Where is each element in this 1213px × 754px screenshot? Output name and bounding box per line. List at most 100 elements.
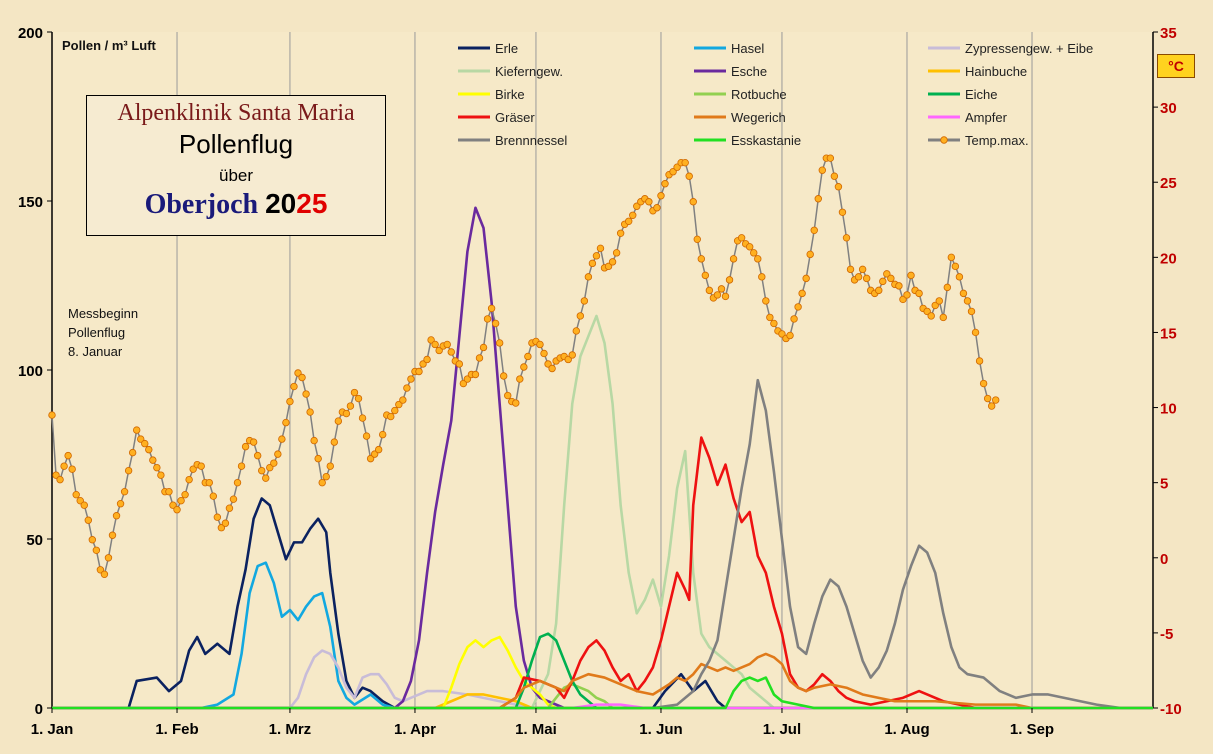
- temperature-point: [596, 244, 605, 253]
- temperature-point: [435, 346, 443, 355]
- temperature-point: [673, 163, 681, 171]
- series-line-brennnessel: [52, 378, 1153, 710]
- temperature-point: [697, 255, 706, 263]
- temperature-point: [915, 289, 923, 298]
- temperature-point: [237, 462, 246, 470]
- temperature-point: [971, 328, 980, 337]
- temperature-point: [213, 513, 222, 521]
- temperature-point: [834, 183, 843, 191]
- temperature-point: [298, 373, 306, 382]
- title-ueber: über: [218, 166, 254, 185]
- temperature-point: [189, 465, 197, 473]
- temperature-point: [205, 478, 213, 487]
- temperature-point: [629, 211, 637, 219]
- legend-label: Zypressengew. + Eibe: [965, 41, 1093, 56]
- x-tick-label: 1. Jan: [31, 721, 74, 738]
- temperature-point: [209, 492, 218, 500]
- temperature-point: [491, 319, 500, 328]
- temperature-point: [786, 331, 794, 340]
- temperature-point: [802, 274, 810, 283]
- temperature-point: [931, 301, 939, 310]
- temperature-point: [72, 490, 80, 499]
- temperature-point: [48, 411, 56, 419]
- temperature-point: [846, 265, 855, 274]
- temperature-point: [165, 487, 173, 496]
- series-line-gräser: [52, 436, 1153, 710]
- temperature-point: [84, 516, 92, 524]
- legend-label: Esskastanie: [731, 133, 801, 148]
- temperature-point: [258, 466, 266, 475]
- temperature-point: [447, 348, 455, 356]
- temperature-point: [326, 462, 334, 470]
- temperature-point: [879, 277, 887, 286]
- temperature-point: [516, 375, 524, 383]
- temperature-point: [790, 315, 798, 323]
- temperature-point: [132, 426, 141, 434]
- temperature-point: [459, 379, 468, 388]
- right-tick-label: -5: [1160, 626, 1173, 643]
- temperature-point: [387, 412, 395, 421]
- legend-marker: [940, 136, 948, 144]
- temperature-point: [96, 566, 105, 574]
- temperature-point: [903, 291, 911, 299]
- temperature-point: [302, 390, 310, 398]
- temperature-point: [221, 519, 230, 527]
- temperature-point: [899, 295, 907, 304]
- temperature-point: [830, 172, 839, 180]
- temperature-point: [116, 499, 125, 508]
- temperature-point: [657, 192, 665, 200]
- temperature-point: [431, 340, 439, 349]
- legend-label: Eiche: [965, 87, 998, 102]
- temperature-point: [979, 379, 988, 388]
- temperature-point: [524, 352, 532, 361]
- temperature-point: [294, 369, 302, 377]
- series-line-esskastanie: [52, 676, 1153, 710]
- temperature-point: [185, 475, 193, 484]
- temperature-point: [342, 409, 351, 418]
- temperature-point: [443, 340, 451, 349]
- temperature-point: [112, 512, 121, 520]
- temperature-point: [479, 343, 488, 352]
- x-tick-label: 1. Jul: [763, 721, 801, 738]
- temperature-point: [987, 402, 996, 410]
- temperature-point: [100, 570, 109, 579]
- temperature-point: [512, 399, 520, 407]
- temperature-point: [366, 454, 375, 463]
- temperature-point: [124, 466, 133, 475]
- temperature-point: [197, 462, 205, 470]
- temperature-point: [858, 265, 867, 274]
- temperature-point: [717, 285, 726, 293]
- right-tick-label: 25: [1160, 175, 1177, 192]
- temperature-point: [544, 360, 552, 368]
- temperature-point: [592, 252, 601, 260]
- temperature-point: [225, 504, 234, 512]
- temperature-point: [564, 355, 572, 364]
- temperature-point: [217, 524, 226, 532]
- temperature-point: [362, 432, 371, 440]
- temperature-point: [423, 355, 431, 364]
- temperature-point: [625, 217, 633, 225]
- temperature-point: [838, 208, 847, 216]
- temperature-point: [370, 450, 379, 458]
- temperature-point: [887, 274, 895, 283]
- temperature-point: [758, 273, 766, 281]
- temperature-point: [778, 330, 786, 338]
- temperature-point: [862, 274, 871, 283]
- note-line-1: Messbeginn: [68, 306, 139, 321]
- temperature-point: [471, 370, 480, 379]
- temperature-point: [290, 382, 298, 391]
- temperature-point: [80, 501, 88, 509]
- x-tick-label: 1. Mai: [515, 721, 557, 738]
- temperature-point: [149, 456, 157, 464]
- temperature-point: [907, 271, 915, 280]
- legend-item: Hainbuche: [928, 64, 1027, 79]
- temperature-point: [983, 394, 992, 403]
- temperature-point: [580, 297, 589, 305]
- temperature-point: [334, 417, 343, 425]
- temperature-point: [415, 367, 423, 376]
- temperature-point: [705, 286, 714, 295]
- temperature-point: [391, 406, 399, 415]
- temperature-point: [504, 391, 512, 400]
- left-tick-label: 100: [18, 363, 43, 380]
- legend-label: Wegerich: [731, 110, 786, 125]
